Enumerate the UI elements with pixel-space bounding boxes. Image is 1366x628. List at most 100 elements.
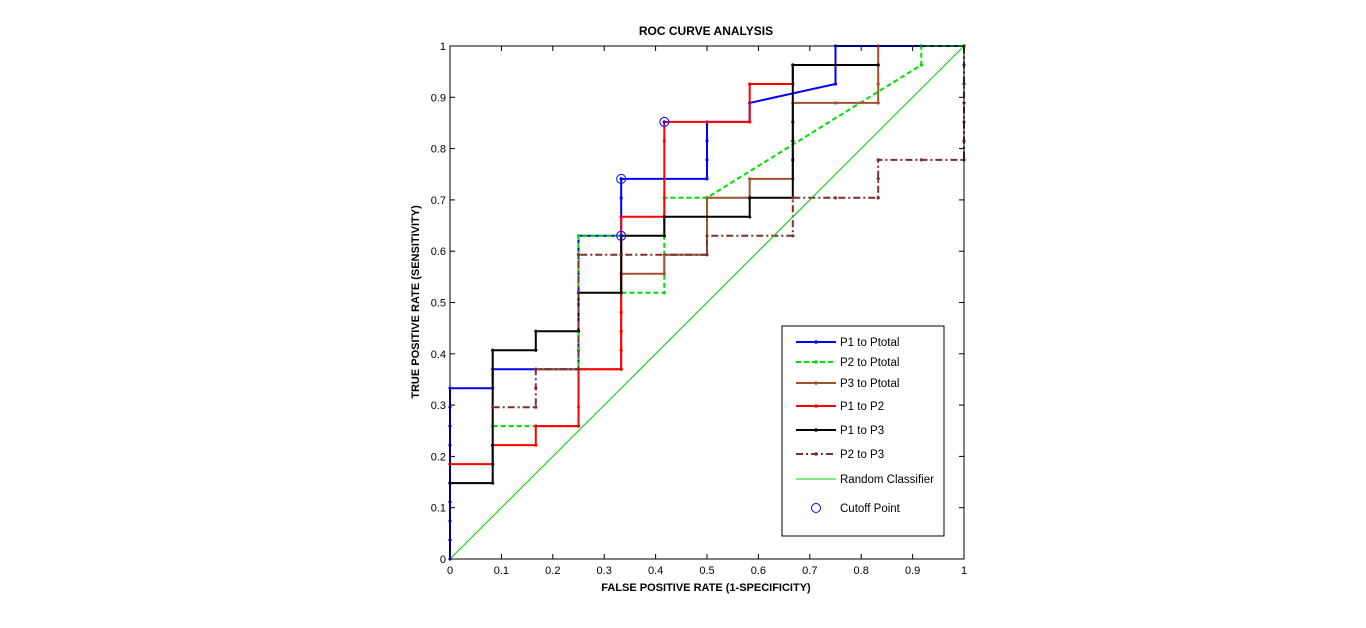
data-point-p1-to-p3 — [491, 443, 495, 447]
data-point-p1-to-p2 — [619, 215, 623, 219]
legend-marker-cutoff-point — [811, 503, 821, 513]
data-point-p1-to-p3 — [491, 481, 495, 485]
data-point-p1-to-p2 — [748, 82, 752, 86]
y-tick-label: 0.1 — [431, 503, 446, 515]
data-point-p1-to-p3 — [662, 215, 666, 219]
data-point-p2-to-p3 — [534, 405, 538, 409]
data-point-p3-to-ptotal — [876, 82, 880, 86]
legend-entry-p1-to-p2: P1 to P2 — [796, 401, 884, 413]
data-point-p2-to-p3 — [876, 196, 880, 200]
data-point-p1-to-ptotal — [619, 196, 623, 200]
data-point-p2-to-ptotal — [576, 234, 581, 238]
data-point-p1-to-p2 — [662, 177, 666, 181]
data-point-p2-to-p3 — [791, 234, 795, 238]
data-point-p1-to-p3 — [748, 215, 752, 219]
legend-label-p2-to-p3: P2 to P3 — [840, 449, 884, 461]
data-point-p2-to-p3 — [576, 367, 581, 371]
legend-label-random-classifier: Random Classifier — [840, 474, 934, 486]
data-point-p2-to-p3 — [876, 158, 880, 162]
data-point-p1-to-p2 — [619, 367, 623, 371]
axis-ticks: 0 0.1 0.2 0.3 0.4 0.5 0.6 0.7 0.8 0.9 1 0 0.1 0.2 0.3 0… — [431, 41, 967, 577]
data-point-p3-to-ptotal — [876, 101, 880, 105]
y-tick-label: 1 — [440, 41, 446, 53]
x-tick-label: 0.8 — [854, 565, 869, 577]
x-tick-label: 0.4 — [648, 565, 663, 577]
x-tick-label: 0.5 — [699, 565, 714, 577]
data-point-p1-to-ptotal — [705, 177, 709, 181]
legend-marker-p2-to-ptotal — [814, 360, 818, 364]
legend-marker-p1-to-ptotal — [814, 340, 818, 344]
data-point-p2-to-p3 — [576, 253, 581, 257]
x-tick-label: 0.6 — [751, 565, 766, 577]
data-point-p1-to-p2 — [619, 348, 623, 352]
y-tick-label: 0.5 — [431, 298, 446, 310]
y-tick-label: 0 — [440, 554, 446, 566]
x-tick-label: 0.2 — [545, 565, 560, 577]
series-random-classifier — [449, 45, 965, 560]
y-tick-label: 0.6 — [431, 246, 446, 258]
legend-marker-p2-to-p3 — [814, 452, 818, 456]
data-point-p2-to-p3 — [534, 367, 538, 371]
data-point-p1-to-p2 — [576, 424, 581, 428]
cutoff-point-center — [619, 234, 623, 238]
data-point-p1-to-p2 — [619, 329, 623, 333]
data-point-p1-to-p3 — [491, 348, 495, 352]
data-point-p1-to-p2 — [748, 120, 752, 124]
data-point-p1-to-p3 — [748, 196, 752, 200]
series-line-p1-to-p2 — [450, 64, 836, 466]
series-p1-to-p2 — [448, 63, 838, 466]
data-point-p1-to-ptotal — [705, 139, 709, 143]
data-point-p1-to-p2 — [534, 443, 538, 447]
legend: P1 to Ptotal P2 to Ptotal P3 to Ptotal P1 t… — [781, 325, 945, 537]
data-point-p2-to-p3 — [491, 405, 495, 409]
cutoff-point-marker — [616, 230, 627, 241]
data-point-p1-to-p3 — [534, 348, 538, 352]
cutoff-point-marker — [659, 116, 670, 127]
legend-entry-cutoff-point: Cutoff Point — [811, 503, 901, 515]
legend-marker-p3-to-ptotal — [814, 381, 818, 385]
cutoff-point-marker — [616, 173, 627, 184]
x-tick-label: 0.1 — [494, 565, 509, 577]
data-point-p1-to-p3 — [791, 63, 795, 67]
legend-label-p1-to-p3: P1 to P3 — [840, 425, 884, 437]
legend-entry-p2-to-ptotal: P2 to Ptotal — [796, 357, 899, 369]
x-tick-label: 0.3 — [597, 565, 612, 577]
data-point-p1-to-p2 — [534, 424, 538, 428]
y-tick-label: 0.3 — [431, 400, 446, 412]
data-point-p1-to-p3 — [791, 139, 795, 143]
chart-title: ROC CURVE ANALYSIS — [639, 24, 773, 38]
x-axis-label: FALSE POSITIVE RATE (1-SPECIFICITY) — [601, 582, 811, 594]
data-point-p1-to-ptotal — [705, 158, 709, 162]
legend-label-cutoff-point: Cutoff Point — [840, 503, 901, 515]
legend-entry-p2-to-p3: P2 to P3 — [796, 449, 884, 461]
data-point-p1-to-p3 — [876, 63, 880, 67]
legend-entry-random-classifier: Random Classifier — [796, 474, 934, 486]
legend-marker-p1-to-p3 — [814, 428, 818, 432]
legend-entry-p3-to-ptotal: P3 to Ptotal — [796, 378, 899, 390]
x-tick-label: 0.7 — [802, 565, 817, 577]
cutoff-point-center — [619, 177, 623, 181]
data-point-p3-to-ptotal — [662, 253, 666, 257]
series-p3-to-ptotal — [534, 44, 880, 371]
y-tick-label: 0.8 — [431, 144, 446, 156]
data-point-p1-to-p3 — [791, 120, 795, 124]
data-point-p1-to-p3 — [534, 329, 538, 333]
y-axis-label: TRUE POSITIVE RATE (SENSITIVITY) — [410, 205, 422, 399]
y-tick-label: 0.9 — [431, 92, 446, 104]
data-point-p1-to-p3 — [791, 158, 795, 162]
data-point-p2-to-p3 — [876, 177, 880, 181]
legend-label-p3-to-ptotal: P3 to Ptotal — [840, 378, 899, 390]
data-point-p1-to-p3 — [619, 291, 623, 295]
legend-entry-p1-to-ptotal: P1 to Ptotal — [796, 337, 899, 349]
data-point-p1-to-p2 — [619, 310, 623, 314]
cutoff-point-center — [662, 120, 666, 124]
data-point-p2-to-p3 — [705, 253, 709, 257]
data-point-p3-to-ptotal — [833, 101, 838, 105]
data-point-p1-to-ptotal — [833, 82, 838, 86]
legend-label-p1-to-ptotal: P1 to Ptotal — [840, 337, 899, 349]
series-line-random-classifier — [449, 45, 965, 560]
data-point-p2-to-p3 — [791, 196, 795, 200]
data-point-p2-to-p3 — [833, 196, 838, 200]
y-tick-label: 0.4 — [431, 349, 446, 361]
y-tick-label: 0.2 — [431, 451, 446, 463]
